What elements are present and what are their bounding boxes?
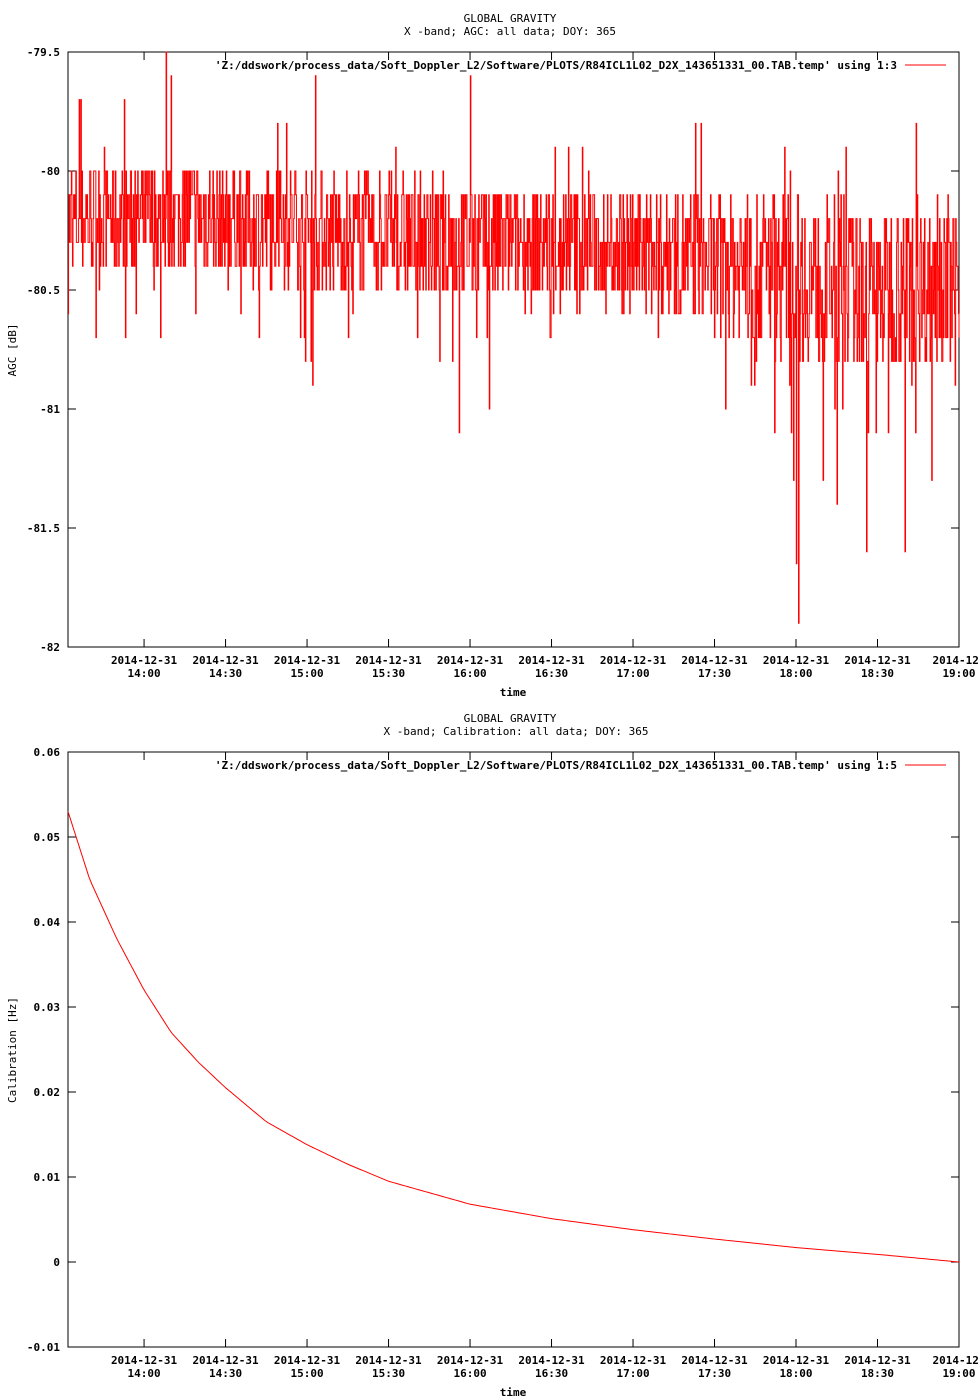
x-tick-time-label: 14:00	[127, 1367, 160, 1380]
legend-label: 'Z:/ddswork/process_data/Soft_Doppler_L2…	[215, 59, 897, 72]
x-tick-date-label: 2014-12-31	[681, 1354, 748, 1367]
y-axis-label: AGC [dB]	[6, 324, 19, 377]
y-tick-label: -80.5	[27, 284, 60, 297]
y-tick-label: 0.06	[34, 746, 61, 759]
x-tick-date-label: 2014-12-31	[518, 654, 585, 667]
x-tick-date-label: 2014-12-31	[274, 654, 341, 667]
x-tick-time-label: 18:30	[861, 667, 894, 680]
series-agc	[68, 51, 960, 624]
y-tick-label: 0.04	[34, 916, 61, 929]
x-tick-date-label: 2014-12-31	[111, 654, 178, 667]
x-tick-date-label: 2014-12-31	[518, 1354, 585, 1367]
x-tick-date-label: 2014-12-31	[274, 1354, 341, 1367]
x-tick-time-label: 18:00	[779, 667, 812, 680]
y-tick-label: -79.5	[27, 46, 60, 59]
x-tick-date-label: 2014-12-31	[763, 1354, 830, 1367]
x-tick-time-label: 19:00	[942, 1367, 975, 1380]
x-axis-ticks: 2014-12-3114:002014-12-3114:302014-12-31…	[111, 752, 980, 1380]
y-axis-ticks: -0.01 0 0.01 0.02 0.03 0.04 0.05 0.06	[27, 746, 959, 1354]
x-tick-time-label: 15:00	[290, 1367, 323, 1380]
y-tick-label: -0.01	[27, 1341, 60, 1354]
x-tick-time-label: 19:00	[942, 667, 975, 680]
y-tick-label: -81	[40, 403, 60, 416]
x-tick-time-label: 14:30	[209, 1367, 242, 1380]
x-tick-time-label: 17:30	[698, 1367, 731, 1380]
x-tick-date-label: 2014-12-31	[600, 1354, 667, 1367]
x-tick-date-label: 2014-12-31	[844, 654, 911, 667]
x-tick-time-label: 16:00	[453, 667, 486, 680]
x-axis-ticks: 2014-12-3114:002014-12-3114:302014-12-31…	[111, 52, 980, 680]
x-tick-time-label: 18:30	[861, 1367, 894, 1380]
chart-subtitle: X -band; Calibration: all data; DOY: 365	[384, 725, 649, 738]
x-tick-time-label: 18:00	[779, 1367, 812, 1380]
y-tick-label: -81.5	[27, 522, 60, 535]
chart-title: GLOBAL GRAVITY	[464, 12, 557, 25]
y-tick-label: -80	[40, 165, 60, 178]
x-tick-date-label: 2014-12-31	[437, 654, 504, 667]
x-tick-time-label: 16:00	[453, 1367, 486, 1380]
plot-frame	[67, 51, 960, 648]
x-tick-date-label: 2014-12-31	[192, 1354, 259, 1367]
x-tick-date-label: 2014-12-31	[600, 654, 667, 667]
x-axis-label: time	[500, 1386, 527, 1399]
x-tick-time-label: 17:00	[616, 1367, 649, 1380]
legend-label: 'Z:/ddswork/process_data/Soft_Doppler_L2…	[215, 759, 897, 772]
chart-subtitle: X -band; AGC: all data; DOY: 365	[404, 25, 616, 38]
agc-chart: GLOBAL GRAVITY X -band; AGC: all data; D…	[6, 12, 980, 699]
x-tick-date-label: 2014-12-31	[111, 1354, 178, 1367]
series-calibration	[67, 811, 960, 1263]
y-tick-label: 0.02	[34, 1086, 61, 1099]
x-tick-date-label: 2014-12-31	[355, 654, 422, 667]
calibration-chart: GLOBAL GRAVITY X -band; Calibration: all…	[6, 712, 980, 1399]
x-tick-date-label: 2014-12-31	[681, 654, 748, 667]
x-tick-time-label: 17:30	[698, 667, 731, 680]
plot-frame	[67, 751, 960, 1348]
y-tick-label: 0.01	[34, 1171, 61, 1184]
x-tick-date-label: 2014-12-31	[192, 654, 259, 667]
x-tick-date-label: 2014-12-31	[763, 654, 830, 667]
y-axis-label: Calibration [Hz]	[6, 997, 19, 1103]
series-line-calibration	[67, 811, 960, 1263]
y-tick-label: 0.05	[34, 831, 61, 844]
y-axis-ticks: -79.5 -80 -80.5 -81 -81.5 -82	[27, 46, 959, 654]
x-tick-time-label: 15:30	[372, 1367, 405, 1380]
x-axis-label: time	[500, 686, 527, 699]
x-tick-time-label: 17:00	[616, 667, 649, 680]
legend: 'Z:/ddswork/process_data/Soft_Doppler_L2…	[215, 759, 946, 772]
x-tick-time-label: 16:30	[535, 667, 568, 680]
x-tick-time-label: 15:30	[372, 667, 405, 680]
y-tick-label: 0.03	[34, 1001, 61, 1014]
y-tick-label: 0	[53, 1256, 60, 1269]
x-tick-time-label: 14:00	[127, 667, 160, 680]
x-tick-date-label: 2014-12-31	[844, 1354, 911, 1367]
x-tick-date-label: 2014-12-31	[437, 1354, 504, 1367]
chart-title: GLOBAL GRAVITY	[464, 712, 557, 725]
legend: 'Z:/ddswork/process_data/Soft_Doppler_L2…	[215, 59, 946, 72]
x-tick-date-label: 2014-12-31	[355, 1354, 422, 1367]
x-tick-date-label: 2014-12-	[933, 654, 980, 667]
x-tick-time-label: 15:00	[290, 667, 323, 680]
x-tick-time-label: 14:30	[209, 667, 242, 680]
y-tick-label: -82	[40, 641, 60, 654]
x-tick-date-label: 2014-12-	[933, 1354, 980, 1367]
x-tick-time-label: 16:30	[535, 1367, 568, 1380]
series-line-agc	[68, 51, 960, 624]
